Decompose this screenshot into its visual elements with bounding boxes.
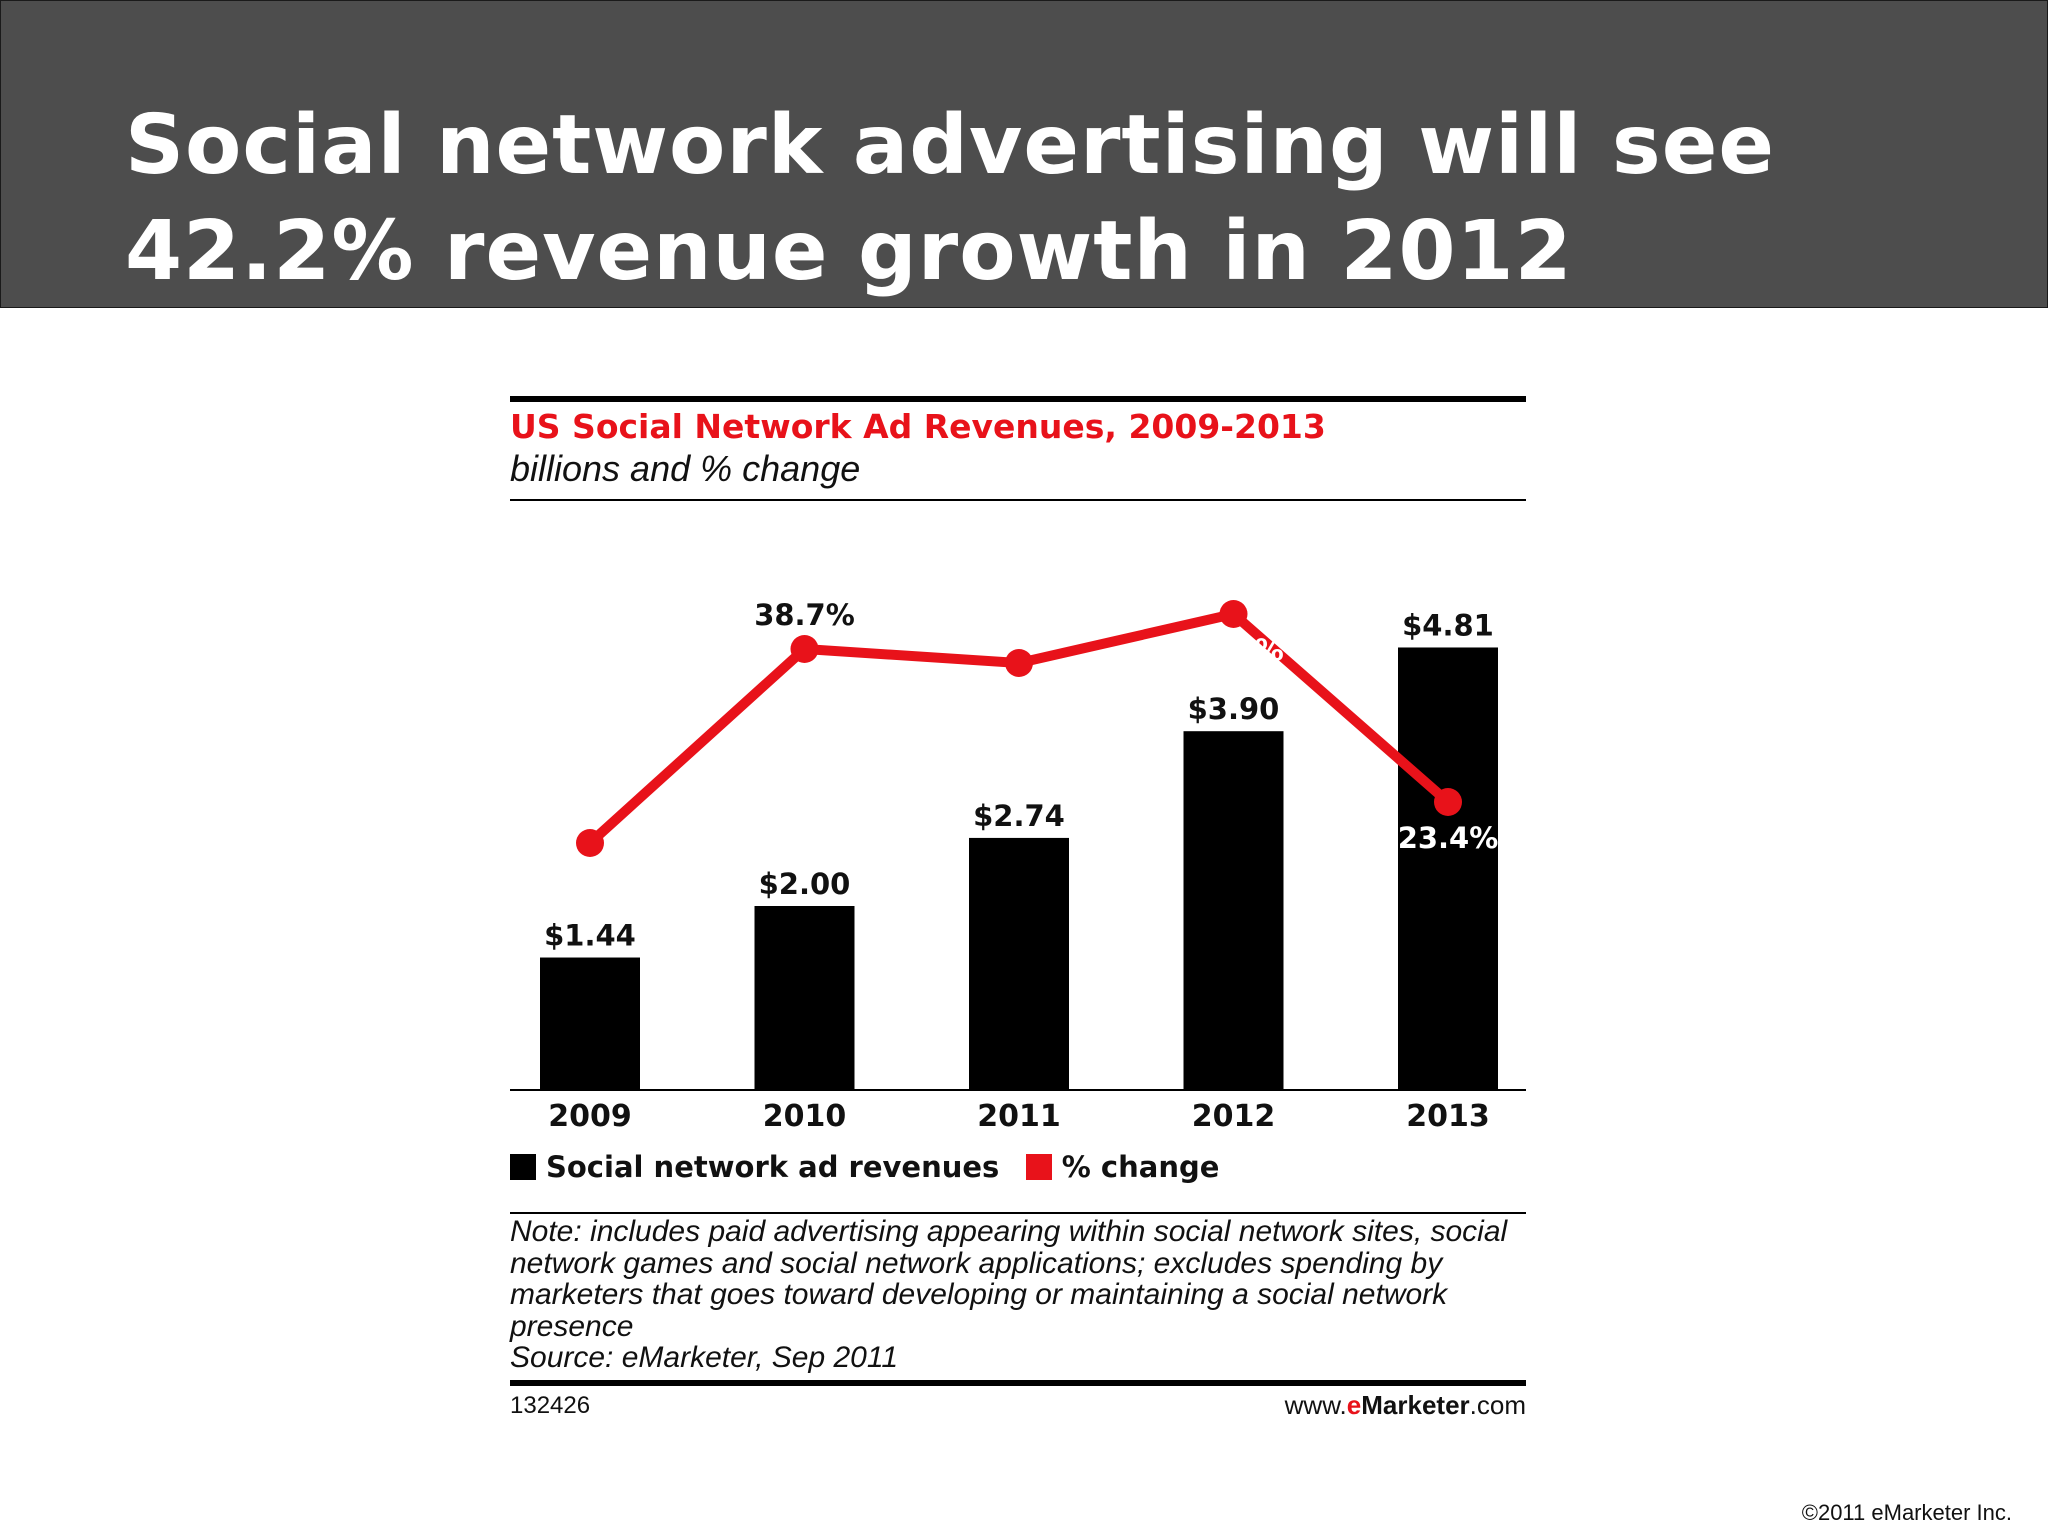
change-value-label: 38.7% <box>754 598 855 632</box>
chart-source: Source: eMarketer, Sep 2011 <box>510 1341 899 1374</box>
chart-note-line: presence <box>510 1309 634 1343</box>
copyright: ©2011 eMarketer Inc. <box>1801 1500 2012 1525</box>
legend-item-change: % change <box>1025 1150 1220 1184</box>
chart-notes: Note: includes paid advertising appearin… <box>510 1216 1526 1374</box>
x-tick-label: 2010 <box>763 1099 847 1134</box>
legend-label-change: % change <box>1061 1150 1220 1184</box>
bar-value-label: $1.44 <box>544 919 636 953</box>
change-point-2010 <box>790 635 819 663</box>
bar-value-label: $2.00 <box>759 867 851 901</box>
change-point-2009 <box>576 829 604 857</box>
bar-value-label: $3.90 <box>1188 692 1280 726</box>
legend-swatch-revenues <box>510 1154 536 1180</box>
bar-2009 <box>540 957 640 1090</box>
brand-e: e <box>1346 1390 1362 1420</box>
change-point-2013 <box>1434 788 1462 816</box>
bar-2012 <box>1183 731 1284 1090</box>
slide-title: Social network advertising will see 42.2… <box>125 98 1775 299</box>
x-tick-label: 2011 <box>977 1099 1061 1134</box>
bar-value-label: $4.81 <box>1402 608 1494 642</box>
chart-note-line: network games and social network applica… <box>510 1246 1443 1280</box>
change-value-label: 37.3% <box>969 682 1070 716</box>
chart-notes-rule <box>510 1212 1526 1214</box>
chart-plot: $1.44 $2.00 $2.74 $3.90 $4.81 19.3% 38.7% 37.3%… <box>510 598 1526 1134</box>
bar-2010 <box>754 906 855 1090</box>
legend-label-revenues: Social network ad revenues <box>546 1150 1000 1184</box>
chart-title: US Social Network Ad Revenues, 2009-2013 <box>510 407 1326 446</box>
brand-suffix: .com <box>1469 1390 1526 1420</box>
brand-prefix: www. <box>1284 1390 1347 1420</box>
bar-2011 <box>969 837 1069 1090</box>
bar-2013 <box>1398 647 1498 1090</box>
chart-note-line: marketers that goes toward developing or… <box>510 1278 1448 1311</box>
x-tick-label: 2013 <box>1406 1099 1490 1134</box>
chart-id: 132426 <box>510 1392 591 1419</box>
legend-swatch-change <box>1025 1154 1052 1180</box>
bar-value-label: $2.74 <box>973 799 1065 833</box>
chart-subtitle: billions and % change <box>510 448 861 489</box>
change-point-2012 <box>1219 600 1248 628</box>
change-value-label: 42.2% <box>1183 633 1284 667</box>
chart-card: US Social Network Ad Revenues, 2009-2013… <box>510 396 1526 1426</box>
change-value-label: 19.3% <box>540 862 641 896</box>
chart-bottom-rule <box>510 1380 1526 1386</box>
change-point-2011 <box>1005 649 1033 677</box>
x-tick-label: 2009 <box>548 1099 632 1134</box>
chart-subtitle-rule <box>510 499 1526 501</box>
change-value-label: 23.4% <box>1398 821 1499 855</box>
x-tick-label: 2012 <box>1192 1099 1276 1134</box>
chart-top-rule <box>510 396 1526 402</box>
brand-name: Marketer <box>1361 1390 1470 1420</box>
slide-header: Social network advertising will see 42.2… <box>0 0 2048 308</box>
legend-item-revenues: Social network ad revenues <box>510 1150 999 1184</box>
brand-url: www.eMarketer.com <box>1285 1390 1526 1421</box>
chart-legend: Social network ad revenues % change <box>510 1150 1241 1190</box>
chart-note-line: Note: includes paid advertising appearin… <box>510 1215 1508 1248</box>
